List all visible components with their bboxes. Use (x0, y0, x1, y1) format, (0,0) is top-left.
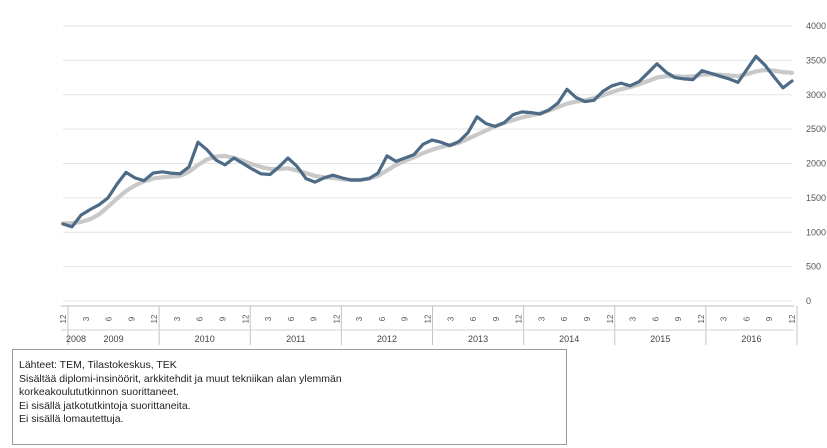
y-tick-label: 0 (806, 296, 811, 306)
x-tick-label: 3 (446, 316, 455, 321)
year-label: 2009 (104, 334, 124, 344)
x-tick-label: 9 (219, 316, 228, 321)
notes-box: Lähteet: TEM, Tilastokeskus, TEK Sisältä… (12, 349, 567, 445)
x-tick-label: 12 (241, 314, 250, 323)
x-tick-label: 12 (606, 314, 615, 323)
y-tick-label: 3000 (806, 90, 826, 100)
y-tick-label: 1000 (806, 227, 826, 237)
x-tick-label: 9 (127, 316, 136, 321)
x-tick-label: 6 (287, 316, 296, 321)
year-label: 2010 (195, 334, 215, 344)
note-line: korkeakoulututkinnon suorittaneet. (19, 386, 179, 399)
x-tick-label: 6 (560, 316, 569, 321)
x-tick-label: 12 (697, 314, 706, 323)
series-group (60, 54, 795, 229)
year-label: 2008 (66, 334, 86, 344)
y-tick-label: 3500 (806, 55, 826, 65)
x-tick-label: 9 (310, 316, 319, 321)
x-tick-label: 12 (424, 314, 433, 323)
x-tick-label: 9 (765, 316, 774, 321)
x-tick-label: 3 (355, 316, 364, 321)
note-line: Lähteet: TEM, Tilastokeskus, TEK (19, 359, 177, 371)
x-tick-label: 6 (378, 316, 387, 321)
y-tick-label: 1500 (806, 193, 826, 203)
y-tick-label: 500 (806, 262, 821, 272)
x-tick-label: 3 (264, 316, 273, 321)
series-line-trend (60, 67, 795, 226)
y-tick-label: 4000 (806, 21, 826, 31)
year-label: 2013 (468, 334, 488, 344)
x-tick-label: 12 (150, 314, 159, 323)
x-tick-label: 6 (196, 316, 205, 321)
year-label: 2016 (741, 334, 761, 344)
x-tick-label: 12 (59, 314, 68, 323)
x-tick-label: 3 (173, 316, 182, 321)
note-line: Ei sisällä jatkotutkintoja suorittaneita… (19, 399, 191, 412)
x-tick-label: 3 (629, 316, 638, 321)
x-tick-label: 12 (332, 314, 341, 323)
note-line: Sisältää diplomi-insinöörit, arkkitehdit… (19, 372, 342, 385)
x-tick-label: 3 (720, 316, 729, 321)
x-tick-label: 3 (82, 316, 91, 321)
year-label: 2011 (286, 334, 305, 344)
x-tick-label: 6 (105, 316, 114, 321)
series-line-actual (61, 54, 794, 229)
y-tick-label: 2500 (806, 124, 826, 134)
gridlines (63, 25, 792, 302)
x-tick-label: 12 (515, 314, 524, 323)
year-label: 2015 (650, 334, 670, 344)
year-label: 2012 (377, 334, 397, 344)
year-label: 2014 (559, 334, 579, 344)
x-tick-label: 9 (583, 316, 592, 321)
y-tick-label: 2000 (806, 159, 826, 169)
x-tick-label: 3 (537, 316, 546, 321)
x-tick-label: 6 (651, 316, 660, 321)
x-tick-label: 12 (788, 314, 797, 323)
x-tick-label: 9 (492, 316, 501, 321)
note-line: Ei sisällä lomautettuja. (19, 413, 124, 426)
x-tick-label: 9 (674, 316, 683, 321)
x-axis: 12 3 6 9 12 3 6 9 12 3 6 9 12 3 6 9 12 3 6 9 12 3 6 9 12 3 6 9 12 3 6 9… (59, 305, 798, 345)
x-tick-label: 6 (469, 316, 478, 321)
x-tick-label: 9 (401, 316, 410, 321)
x-tick-label: 6 (742, 316, 751, 321)
y-axis-ticks: 0 500 1000 1500 2000 2500 3000 3500 4000 (806, 21, 826, 306)
